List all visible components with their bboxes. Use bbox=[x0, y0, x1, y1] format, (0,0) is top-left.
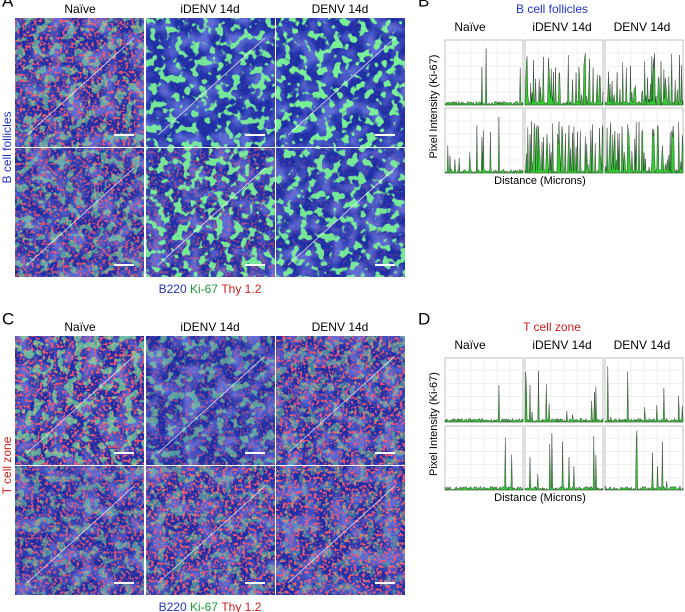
profile-line bbox=[287, 485, 396, 584]
profile-line bbox=[26, 355, 135, 454]
plot-title: T cell zone bbox=[523, 320, 581, 334]
micrograph bbox=[276, 336, 405, 465]
green-stain bbox=[15, 18, 144, 147]
green-stain bbox=[146, 148, 275, 277]
intensity-trace bbox=[444, 437, 524, 491]
column-label: iDENV 14d bbox=[532, 338, 591, 352]
profile-line bbox=[287, 355, 396, 454]
micrograph bbox=[146, 148, 275, 277]
column-label: Naïve bbox=[454, 20, 486, 34]
intensity-trace bbox=[604, 430, 684, 491]
column-label: Naïve bbox=[64, 320, 96, 334]
micrograph bbox=[15, 466, 144, 595]
micrograph bbox=[276, 466, 405, 595]
legend-entry: Thy 1.2 bbox=[221, 600, 261, 612]
micrograph bbox=[15, 336, 144, 465]
micrograph bbox=[146, 466, 275, 595]
green-stain bbox=[146, 336, 275, 465]
column-label: iDENV 14d bbox=[180, 2, 239, 16]
intensity-trace bbox=[524, 370, 604, 423]
column-label: iDENV 14d bbox=[180, 320, 239, 334]
micrograph bbox=[146, 18, 275, 147]
stain-legend: B220 Ki-67 Thy 1.2 bbox=[159, 600, 262, 612]
panel-letter: B bbox=[418, 0, 429, 10]
green-stain bbox=[276, 466, 405, 595]
panel-letter: C bbox=[2, 309, 14, 328]
column-label: Naïve bbox=[64, 2, 96, 16]
stain-legend: B220 Ki-67 Thy 1.2 bbox=[159, 282, 262, 296]
y-axis-label: Pixel Intensity (Ki-67) bbox=[428, 55, 440, 159]
intensity-trace bbox=[444, 48, 524, 106]
intensity-trace bbox=[524, 433, 604, 491]
intensity-trace bbox=[604, 121, 684, 174]
plot-title: B cell follicles bbox=[516, 2, 588, 16]
legend-entry: B220 bbox=[159, 600, 190, 612]
profile-line bbox=[26, 485, 135, 584]
profile-line bbox=[26, 167, 135, 266]
profile-line bbox=[157, 355, 266, 454]
legend-entry: Ki-67 bbox=[190, 600, 221, 612]
intensity-trace bbox=[524, 52, 604, 106]
y-axis-label: Pixel Intensity (Ki-67) bbox=[428, 372, 440, 476]
micrograph bbox=[15, 148, 144, 277]
column-label: DENV 14d bbox=[312, 320, 369, 334]
panel-letter: A bbox=[2, 0, 14, 10]
green-stain bbox=[276, 18, 405, 147]
intensity-trace bbox=[604, 53, 684, 106]
legend-entry: B220 bbox=[159, 282, 190, 296]
micrograph bbox=[276, 18, 405, 147]
green-stain bbox=[15, 466, 144, 595]
green-stain bbox=[276, 148, 405, 277]
profile-line bbox=[157, 485, 266, 584]
column-label: iDENV 14d bbox=[532, 20, 591, 34]
micrograph bbox=[146, 336, 275, 465]
x-axis-label: Distance (Microns) bbox=[494, 175, 586, 187]
profile-line bbox=[157, 167, 266, 266]
micrograph bbox=[276, 148, 405, 277]
intensity-trace bbox=[524, 121, 604, 174]
legend-entry: Thy 1.2 bbox=[221, 282, 261, 296]
profile-line bbox=[287, 167, 396, 266]
row-label: B cell follicles bbox=[0, 111, 14, 183]
intensity-trace bbox=[444, 116, 524, 174]
profile-line bbox=[287, 37, 396, 136]
green-stain bbox=[15, 336, 144, 465]
column-label: DENV 14d bbox=[312, 2, 369, 16]
x-axis-label: Distance (Microns) bbox=[494, 492, 586, 504]
green-stain bbox=[15, 148, 144, 277]
intensity-trace bbox=[444, 385, 524, 423]
column-label: DENV 14d bbox=[614, 20, 671, 34]
column-label: DENV 14d bbox=[614, 338, 671, 352]
micrograph bbox=[15, 18, 144, 147]
column-label: Naïve bbox=[454, 338, 486, 352]
legend-entry: Ki-67 bbox=[190, 282, 221, 296]
profile-line bbox=[157, 37, 266, 136]
profile-line bbox=[26, 37, 135, 136]
green-stain bbox=[146, 18, 275, 147]
row-label: T cell zone bbox=[0, 436, 14, 494]
panel-letter: D bbox=[418, 309, 430, 328]
green-stain bbox=[146, 466, 275, 595]
green-stain bbox=[276, 336, 405, 465]
intensity-trace bbox=[604, 366, 684, 423]
